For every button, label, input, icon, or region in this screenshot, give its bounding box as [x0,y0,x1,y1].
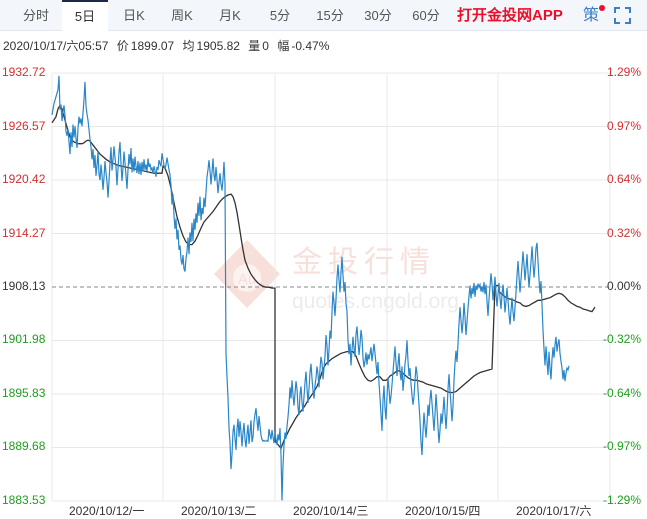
tab-0[interactable]: 分时 [22,8,49,23]
fullscreen-icon[interactable] [614,7,631,24]
tab-6[interactable]: 15分 [316,8,344,23]
tab-3[interactable]: 周K [171,8,193,23]
x-tick-date: 2020/10/15/四 [405,504,481,518]
open-app-link[interactable]: 打开金投网APP [457,7,563,24]
tab-5[interactable]: 5分 [269,8,291,23]
tab-4[interactable]: 月K [219,8,241,23]
tab-8[interactable]: 60分 [412,8,440,23]
y-tick-percent: -0.97% [602,439,641,454]
x-tick-date: 2020/10/13/二 [181,504,257,518]
tab-2[interactable]: 日K [123,8,145,23]
tab-1[interactable]: 5日 [62,0,108,32]
y-tick-price: 1908.13 [2,278,46,293]
strategy-button[interactable]: 策 [583,7,600,24]
volume-value: 0 [262,39,269,53]
tab-7[interactable]: 30分 [364,8,392,23]
change-label: 幅 [277,39,290,53]
price-label: 价 [116,39,129,53]
y-tick-price: 1889.68 [2,439,46,454]
price-value: 1899.07 [130,39,175,53]
y-tick-price: 1895.83 [2,385,46,400]
y-tick-percent: 1.29% [606,65,641,79]
quote-datetime: 2020/10/17/六05:57 [3,39,109,53]
x-tick-date: 2020/10/12/一 [69,504,145,518]
y-tick-price: 1932.72 [2,65,46,79]
y-tick-price: 1901.98 [2,332,46,347]
chart-grid [51,72,611,502]
y-tick-price: 1914.27 [2,225,46,240]
y-tick-percent: 0.32% [606,225,641,240]
y-tick-price: 1920.42 [2,172,46,187]
y-tick-percent: 0.00% [606,278,641,293]
y-tick-percent: -0.32% [602,332,641,347]
volume-label: 量 [248,39,261,53]
change-value: -0.47% [291,39,330,53]
y-tick-percent: -0.64% [602,385,641,400]
y-tick-price: 1926.57 [2,118,46,133]
x-tick-date: 2020/10/14/三 [293,504,369,518]
y-tick-percent: -1.29% [602,493,641,507]
y-tick-price: 1883.53 [2,493,46,507]
avg-value: 1905.82 [196,39,240,53]
notification-dot-icon [599,5,605,11]
y-tick-percent: 0.64% [606,172,641,187]
x-tick-date: 2020/10/17/六 [516,504,592,518]
avg-label: 均 [182,39,195,53]
period-tabbar: 分时 5日 日K 周K 月K 5分 15分 30分 60分 [0,0,647,32]
y-tick-percent: 0.97% [606,118,641,133]
price-line [51,75,570,501]
avg-price-line [51,104,596,450]
